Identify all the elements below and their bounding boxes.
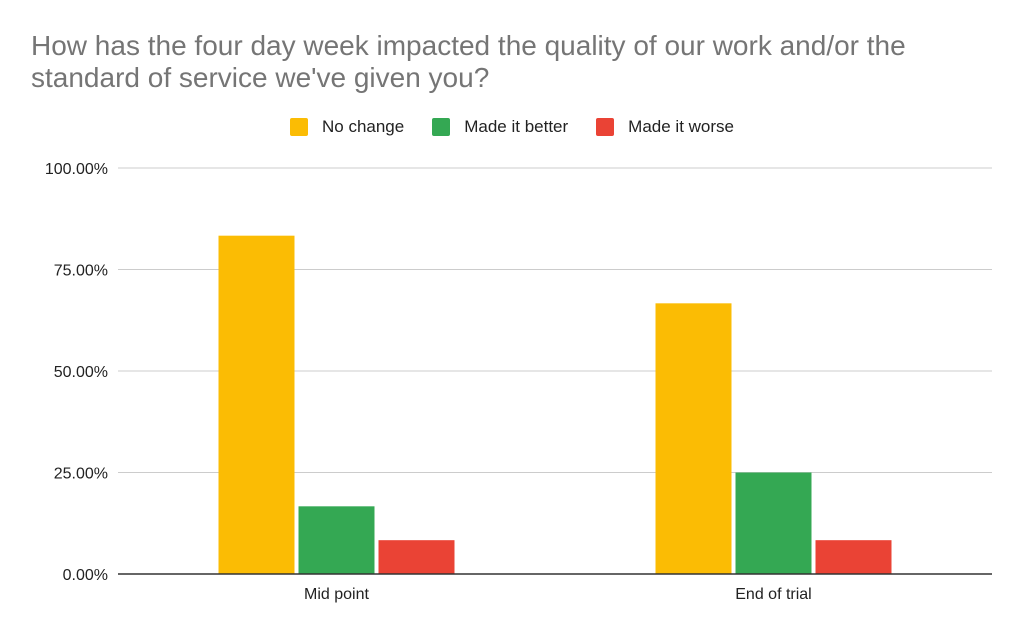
legend-label-no-change: No change <box>321 117 405 136</box>
y-tick-label: 25.00% <box>54 466 108 483</box>
legend-label-made-it-worse: Made it worse <box>628 117 734 136</box>
y-tick-label: 75.00% <box>54 263 108 280</box>
bar-no-change-mid-point[interactable] <box>218 235 295 574</box>
legend-swatch-made-it-better <box>432 118 451 136</box>
y-tick-label: 100.00% <box>45 161 108 178</box>
bar-made-it-better-end-of-trial[interactable] <box>735 472 812 575</box>
bars <box>218 235 892 575</box>
y-axis-ticks: 0.00% 25.00% 50.00% 75.00% 100.00% <box>45 161 108 584</box>
chart-legend: No change Made it better Made it worse <box>0 117 1024 137</box>
legend-swatch-made-it-worse <box>596 118 615 136</box>
y-tick-label: 0.00% <box>63 567 108 584</box>
chart-title: How has the four day week impacted the q… <box>31 30 906 93</box>
x-tick-label: Mid point <box>304 586 369 603</box>
legend-item-made-it-better[interactable]: Made it better <box>432 117 568 137</box>
bar-made-it-better-mid-point[interactable] <box>298 506 375 574</box>
x-tick-label: End of trial <box>735 586 811 603</box>
y-tick-label: 50.00% <box>54 364 108 381</box>
bar-made-it-worse-end-of-trial[interactable] <box>815 540 892 574</box>
bar-made-it-worse-mid-point[interactable] <box>378 540 455 574</box>
x-axis-ticks: Mid point End of trial <box>304 586 812 603</box>
legend-swatch-no-change <box>289 118 308 136</box>
legend-item-made-it-worse[interactable]: Made it worse <box>596 117 734 137</box>
legend-item-no-change[interactable]: No change <box>289 117 405 137</box>
bar-no-change-end-of-trial[interactable] <box>655 303 732 574</box>
legend-label-made-it-better: Made it better <box>464 117 569 136</box>
